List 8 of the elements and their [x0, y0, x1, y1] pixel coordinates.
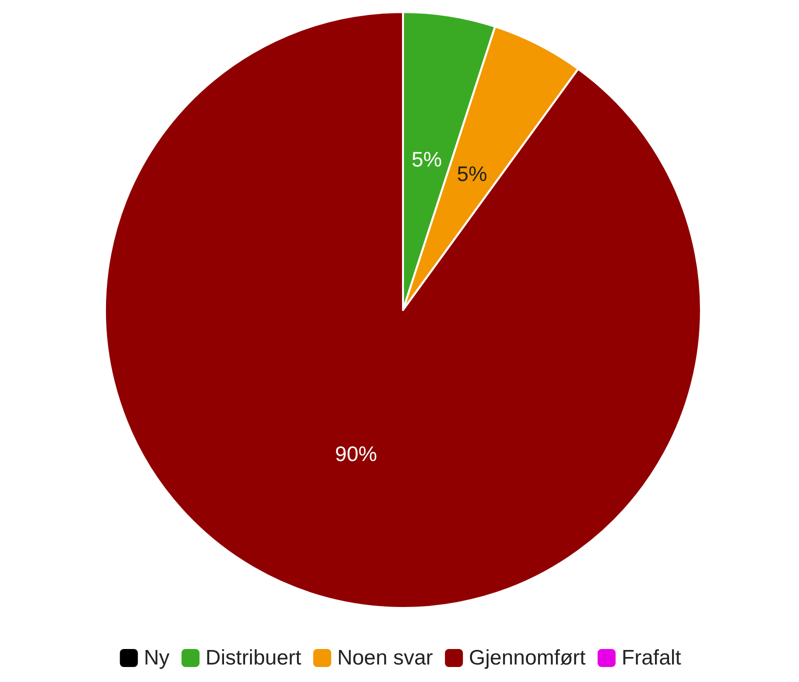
legend-label: Frafalt: [622, 646, 682, 670]
legend-label: Distribuert: [206, 646, 302, 670]
data-label: 90%: [335, 443, 378, 466]
legend-label: Noen svar: [337, 646, 433, 670]
data-label: 5%: [412, 148, 442, 172]
data-label: 5%: [456, 163, 488, 186]
legend-label: Ny: [144, 646, 170, 670]
legend-label: Gjennomført: [468, 646, 586, 670]
